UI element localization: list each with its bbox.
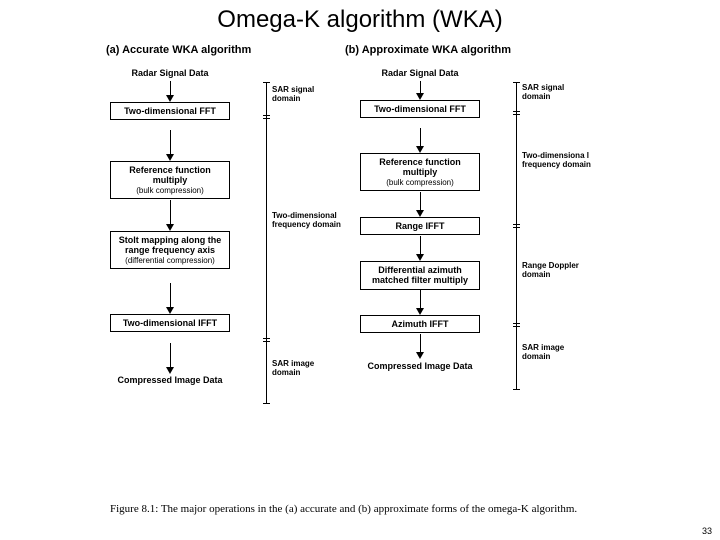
flow-b-box-5: Azimuth IFFT xyxy=(360,315,480,333)
flow-a-start: Radar Signal Data xyxy=(110,68,230,78)
arrow-icon xyxy=(166,367,174,374)
arrow-line xyxy=(170,130,171,154)
arrow-icon xyxy=(166,154,174,161)
box-sub: (differential compression) xyxy=(115,256,225,265)
arrow-line xyxy=(170,283,171,307)
tick xyxy=(513,111,520,112)
tick xyxy=(513,114,520,115)
arrow-line xyxy=(170,200,171,224)
tick xyxy=(263,341,270,342)
tick xyxy=(263,403,270,404)
tick xyxy=(263,338,270,339)
flow-b-end: Compressed Image Data xyxy=(360,361,480,371)
domain-line-a xyxy=(266,82,267,404)
flow-b-box-2: Reference function multiply (bulk compre… xyxy=(360,153,480,191)
tick xyxy=(513,326,520,327)
arrow-icon xyxy=(416,308,424,315)
arrow-icon xyxy=(416,93,424,100)
arrow-line xyxy=(420,81,421,93)
arrow-icon xyxy=(416,146,424,153)
page-number: 33 xyxy=(702,526,712,536)
tick xyxy=(513,227,520,228)
arrow-icon xyxy=(166,95,174,102)
arrow-icon xyxy=(416,352,424,359)
domain-line-b xyxy=(516,82,517,390)
header-b: (b) Approximate WKA algorithm xyxy=(345,44,511,56)
box-main: Stolt mapping along the range frequency … xyxy=(115,235,225,256)
box-main: Two-dimensional FFT xyxy=(115,106,225,116)
flow-a-box-2: Reference function multiply (bulk compre… xyxy=(110,161,230,199)
box-main: Two-dimensional IFFT xyxy=(115,318,225,328)
domain-b-3: Range Doppler domain xyxy=(522,262,592,280)
tick xyxy=(513,323,520,324)
box-main: Differential azimuth matched filter mult… xyxy=(365,265,475,286)
arrow-line xyxy=(420,192,421,210)
arrow-line xyxy=(420,290,421,308)
tick xyxy=(263,82,270,83)
arrow-line xyxy=(170,343,171,367)
page: Omega-K algorithm (WKA) (a) Accurate WKA… xyxy=(0,0,720,540)
tick xyxy=(513,224,520,225)
domain-a-3: SAR image domain xyxy=(272,360,342,378)
flow-a-box-1: Two-dimensional FFT xyxy=(110,102,230,120)
arrow-line xyxy=(420,236,421,254)
flow-b-start: Radar Signal Data xyxy=(360,68,480,78)
page-title: Omega-K algorithm (WKA) xyxy=(0,0,720,34)
figure-caption: Figure 8.1: The major operations in the … xyxy=(110,502,610,516)
arrow-line xyxy=(420,334,421,352)
header-a: (a) Accurate WKA algorithm xyxy=(106,44,251,56)
domain-a-2: Two-dimensional frequency domain xyxy=(272,212,342,230)
box-sub: (bulk compression) xyxy=(365,178,475,187)
arrow-icon xyxy=(416,210,424,217)
arrow-line xyxy=(170,81,171,95)
arrow-icon xyxy=(166,307,174,314)
tick xyxy=(263,115,270,116)
tick xyxy=(513,389,520,390)
flow-b-box-3: Range IFFT xyxy=(360,217,480,235)
box-main: Azimuth IFFT xyxy=(365,319,475,329)
domain-a-1: SAR signal domain xyxy=(272,86,342,104)
box-main: Reference function multiply xyxy=(365,157,475,178)
arrow-line xyxy=(420,128,421,146)
flow-b-box-4: Differential azimuth matched filter mult… xyxy=(360,261,480,290)
box-main: Two-dimensional FFT xyxy=(365,104,475,114)
flow-a-box-4: Two-dimensional IFFT xyxy=(110,314,230,332)
flow-a-end: Compressed Image Data xyxy=(110,375,230,385)
domain-b-4: SAR image domain xyxy=(522,344,592,362)
tick xyxy=(513,82,520,83)
box-sub: (bulk compression) xyxy=(115,186,225,195)
domain-b-2: Two-dimensiona l frequency domain xyxy=(522,152,592,170)
diagram: (a) Accurate WKA algorithm (b) Approxima… xyxy=(100,44,620,494)
arrow-icon xyxy=(166,224,174,231)
flow-a-box-3: Stolt mapping along the range frequency … xyxy=(110,231,230,269)
arrow-icon xyxy=(416,254,424,261)
flow-b-box-1: Two-dimensional FFT xyxy=(360,100,480,118)
box-main: Range IFFT xyxy=(365,221,475,231)
tick xyxy=(263,118,270,119)
box-main: Reference function multiply xyxy=(115,165,225,186)
domain-b-1: SAR signal domain xyxy=(522,84,592,102)
